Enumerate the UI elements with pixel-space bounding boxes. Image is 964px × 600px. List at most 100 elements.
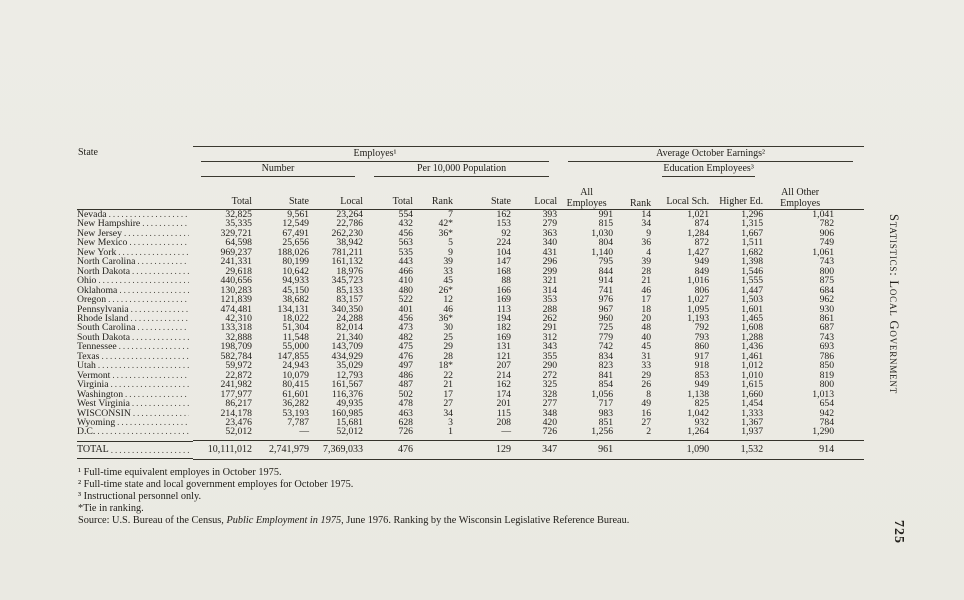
value-cell: 28 bbox=[443, 350, 453, 362]
value-cell: 17 bbox=[443, 388, 453, 400]
value-cell: 17 bbox=[641, 294, 652, 306]
value-cell: 355 bbox=[542, 350, 558, 362]
value-cell: 854 bbox=[598, 379, 614, 391]
value-cell: 1,042 bbox=[687, 407, 710, 419]
dot-leader bbox=[117, 418, 189, 427]
group-earnings: Average October Earnings² bbox=[560, 146, 865, 163]
value-cell: 475 bbox=[398, 341, 413, 353]
value-cell: 16 bbox=[641, 407, 652, 419]
value-cell: 1,296 bbox=[741, 209, 764, 220]
value-cell: 314 bbox=[542, 284, 558, 296]
dot-leader bbox=[125, 390, 189, 399]
value-cell: 841 bbox=[598, 369, 614, 381]
table-row: Vermont 22,872 10,079 12,793 486 22 214 272 841 2… bbox=[77, 369, 864, 381]
value-cell: 1,012 bbox=[741, 360, 764, 372]
value-cell: 345,723 bbox=[331, 275, 363, 287]
value-cell: 522 bbox=[398, 294, 413, 306]
state-name: West Virginia bbox=[77, 398, 193, 408]
table-row: Wyoming 23,476 7,787 15,681 628 3 208 420 851 27 9… bbox=[77, 416, 864, 428]
value-cell: 14 bbox=[641, 209, 652, 220]
value-cell: 1,546 bbox=[741, 265, 764, 277]
value-cell: 1,532 bbox=[712, 440, 767, 461]
value-cell: 18,976 bbox=[336, 265, 363, 277]
value-cell: 823 bbox=[598, 360, 614, 372]
value-cell: 64,598 bbox=[225, 237, 252, 249]
value-cell: — bbox=[299, 426, 309, 438]
value-cell: 31 bbox=[641, 350, 652, 362]
value-cell: 296 bbox=[542, 256, 558, 268]
footnotes: ¹ Full-time equivalent employes in Octob… bbox=[78, 467, 838, 527]
state-label: Washington bbox=[77, 388, 124, 400]
value-cell: 129 bbox=[456, 440, 514, 461]
value-cell: 502 bbox=[398, 388, 413, 400]
value-cell: 482 bbox=[398, 331, 413, 343]
value-cell: 10,079 bbox=[282, 369, 309, 381]
state-label: Oregon bbox=[77, 294, 107, 306]
col-header-higher-ed: Higher Ed. bbox=[712, 177, 767, 210]
value-cell: 174 bbox=[496, 388, 511, 400]
value-cell: 806 bbox=[694, 284, 710, 296]
value-cell: 28 bbox=[641, 265, 652, 277]
value-cell: 1,288 bbox=[741, 331, 764, 343]
value-cell: 741 bbox=[598, 284, 614, 296]
value-cell: 161,132 bbox=[331, 256, 363, 268]
value-cell: 853 bbox=[694, 369, 710, 381]
value-cell: 1,427 bbox=[687, 246, 710, 258]
value-cell: 45 bbox=[443, 275, 453, 287]
value-cell: 1,095 bbox=[687, 303, 710, 315]
value-cell: 917 bbox=[694, 350, 710, 362]
value-cell: 121 bbox=[496, 350, 511, 362]
col-header-number-local: Local bbox=[312, 177, 366, 210]
value-cell: 7 bbox=[448, 209, 453, 220]
value-cell: 23,264 bbox=[336, 209, 363, 220]
value-cell: 1,010 bbox=[741, 369, 764, 381]
value-cell: 476 bbox=[398, 350, 413, 362]
value-cell: 4 bbox=[646, 246, 652, 258]
value-cell: 410 bbox=[398, 275, 413, 287]
group-employes: Employes¹ bbox=[193, 146, 561, 163]
value-cell bbox=[416, 440, 456, 461]
value-cell: 262,230 bbox=[331, 227, 363, 239]
source-title: Public Employment in 1975 bbox=[226, 515, 342, 526]
col-header-per-state: State bbox=[456, 177, 514, 210]
value-cell: 347 bbox=[514, 440, 561, 461]
state-label: TOTAL bbox=[77, 443, 109, 455]
value-cell: 46 bbox=[443, 303, 453, 315]
value-cell: 32,888 bbox=[225, 331, 252, 343]
value-cell: 36* bbox=[438, 312, 453, 324]
source-prefix: Source: U.S. Bureau of the Census, bbox=[78, 515, 227, 526]
value-cell: 42,310 bbox=[225, 312, 252, 324]
value-cell: 348 bbox=[542, 407, 558, 419]
state-name: North Dakota bbox=[77, 266, 193, 276]
value-cell: 86,217 bbox=[225, 398, 252, 410]
value-cell: 1,264 bbox=[687, 426, 710, 438]
value-cell: 147 bbox=[496, 256, 511, 268]
value-cell: 177,977 bbox=[220, 388, 252, 400]
value-cell: 23,476 bbox=[225, 416, 252, 428]
state-label: D.C. bbox=[77, 426, 96, 438]
value-cell: 497 bbox=[398, 360, 413, 372]
value-cell: 962 bbox=[819, 294, 835, 306]
value-cell: 36* bbox=[438, 227, 453, 239]
value-cell: 83,157 bbox=[336, 294, 363, 306]
value-cell: 7,369,033 bbox=[312, 440, 366, 461]
value-cell: 456 bbox=[398, 312, 413, 324]
value-cell: 443 bbox=[398, 256, 413, 268]
value-cell: 214 bbox=[496, 369, 511, 381]
value-cell: 487 bbox=[398, 379, 413, 391]
value-cell: 80,415 bbox=[282, 379, 309, 391]
value-cell: 29 bbox=[641, 369, 652, 381]
dot-leader bbox=[137, 257, 189, 266]
value-cell: 1,193 bbox=[687, 312, 710, 324]
state-label: Rhode Island bbox=[77, 312, 129, 324]
value-cell: 2 bbox=[646, 426, 652, 438]
value-cell: 431 bbox=[542, 246, 558, 258]
value-cell: 18 bbox=[641, 303, 652, 315]
value-cell: 22 bbox=[443, 369, 453, 381]
state-name: New Hampshire bbox=[77, 219, 193, 229]
value-cell: 52,012 bbox=[225, 426, 252, 438]
value-cell: 7,787 bbox=[287, 416, 309, 428]
value-cell: 24,288 bbox=[336, 312, 363, 324]
value-cell: 45 bbox=[641, 341, 652, 353]
